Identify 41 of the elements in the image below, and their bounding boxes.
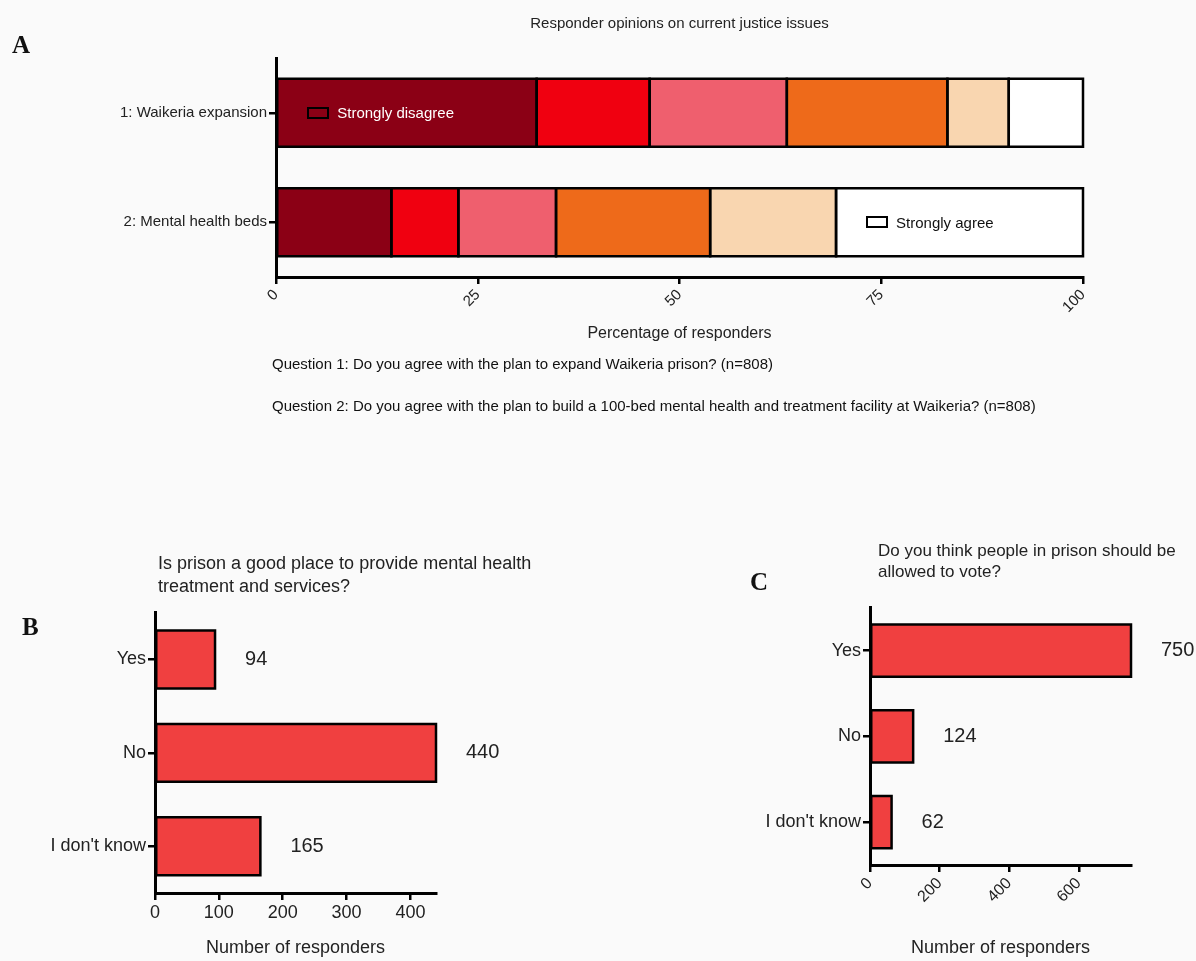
data-label: 440 [466, 740, 500, 763]
x-tick-label: 25 [458, 285, 483, 310]
y-tick-label: No [837, 725, 861, 746]
data-label: 94 [245, 647, 268, 670]
x-tick-label: 200 [913, 873, 945, 905]
legend-label: Strongly disagree [337, 104, 454, 122]
chart-title: Is prison a good place to provide mental health treatment and services? [158, 552, 533, 597]
x-tick-label: 600 [1053, 873, 1085, 905]
x-tick-label: 50 [660, 285, 685, 310]
text: A [12, 30, 31, 60]
x-axis-title: Percentage of responders [587, 323, 772, 341]
data-label: 165 [290, 833, 324, 856]
x-tick-label: 400 [395, 901, 426, 922]
chart-title: Do you think people in prison should be allowed to vote? [878, 540, 1177, 583]
y-tick-label: I don't know [765, 811, 862, 832]
x-tick-label: 0 [263, 285, 282, 304]
x-tick-label: 300 [331, 901, 362, 922]
x-axis-title: Number of responders [910, 937, 1091, 958]
x-axis-title: Number of responders [205, 937, 386, 958]
x-tick-label: 400 [983, 873, 1015, 905]
y-tick-label: 1: Waikeria expansion [119, 102, 267, 120]
y-tick-label: 2: Mental health beds [123, 212, 267, 230]
x-tick-label: 75 [862, 285, 887, 310]
text: B [22, 612, 39, 642]
data-label: 750 [1161, 638, 1195, 661]
y-tick-label: I don't know [50, 835, 147, 856]
text: C [750, 567, 769, 597]
text: Question 2: Do you agree with the plan to build a 100-bed mental health and treatment facility at Waikeria? (n=808) [272, 396, 1037, 416]
data-label: 124 [943, 723, 977, 746]
x-tick-label: 100 [1058, 285, 1089, 316]
chart-title: Responder opinions on current justice issues [529, 14, 830, 33]
x-tick-label: 0 [856, 873, 876, 893]
series-label: Strongly agree [896, 213, 994, 231]
text: Question 1: Do you agree with the plan to expand Waikeria prison? (n=808) [272, 354, 774, 374]
x-tick-label: 100 [203, 901, 234, 922]
data-label: 62 [921, 809, 944, 832]
y-tick-label: Yes [116, 648, 146, 669]
x-tick-label: 0 [149, 901, 161, 922]
y-tick-label: Yes [831, 639, 861, 660]
x-tick-label: 200 [267, 901, 298, 922]
y-tick-label: No [122, 741, 146, 762]
